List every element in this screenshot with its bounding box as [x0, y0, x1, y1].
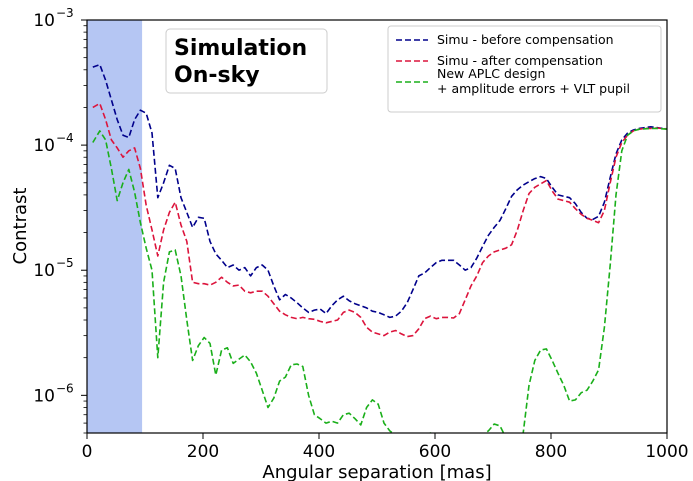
legend-label-line: Simu - after compensation: [437, 53, 603, 68]
x-axis-label: Angular separation [mas]: [262, 462, 491, 481]
y-tick-exponent: −4: [56, 131, 74, 145]
series-line-2: [92, 102, 667, 338]
y-tick-label: 10: [33, 136, 55, 156]
legend-label-2: Simu - after compensation: [437, 53, 603, 68]
y-axis-label: Contrast: [10, 188, 31, 265]
y-tick-exponent: −3: [56, 6, 74, 20]
shaded-region: [87, 20, 143, 433]
y-tick-exponent: −6: [56, 381, 74, 395]
x-tick-label: 200: [187, 442, 219, 462]
legend-label-line: + amplitude errors + VLT pupil: [437, 81, 630, 96]
y-tick-labels: 10−310−410−510−6: [33, 6, 73, 406]
legend-frame: [387, 25, 662, 113]
x-tick-label: 1000: [645, 442, 688, 462]
annotation-box: Simulation On-sky: [165, 28, 328, 94]
legend-label-line: Simu - before compensation: [437, 32, 614, 47]
series-layer: [92, 63, 667, 433]
x-tick-label: 400: [303, 442, 335, 462]
y-tick-label: 10: [33, 11, 55, 31]
legend: Simu - before compensation Simu - after c…: [387, 25, 662, 113]
shaded-region-layer: [87, 20, 143, 433]
series-line-1: [92, 63, 667, 319]
annotation-frame: [165, 28, 328, 94]
legend-label-1: Simu - before compensation: [437, 32, 614, 47]
legend-items: Simu - before compensation Simu - after c…: [396, 32, 630, 96]
x-tick-labels: 0 200 400 600 800 1000: [82, 442, 689, 462]
y-tick-label: 10: [33, 261, 55, 281]
legend-label-line: New APLC design: [437, 66, 545, 81]
annotation-line-2: On-sky: [174, 63, 260, 88]
x-tick-label: 600: [419, 442, 451, 462]
x-tick-label: 800: [535, 442, 567, 462]
tick-layer: [81, 19, 668, 439]
plot-frame: [86, 19, 668, 434]
series-line-3: [92, 127, 667, 433]
x-tick-label: 0: [82, 442, 93, 462]
legend-label-3: New APLC design + amplitude errors + VLT …: [437, 66, 630, 96]
y-tick-exponent: −5: [56, 256, 74, 270]
y-tick-label: 10: [33, 386, 55, 406]
annotation-line-1: Simulation: [174, 36, 307, 61]
